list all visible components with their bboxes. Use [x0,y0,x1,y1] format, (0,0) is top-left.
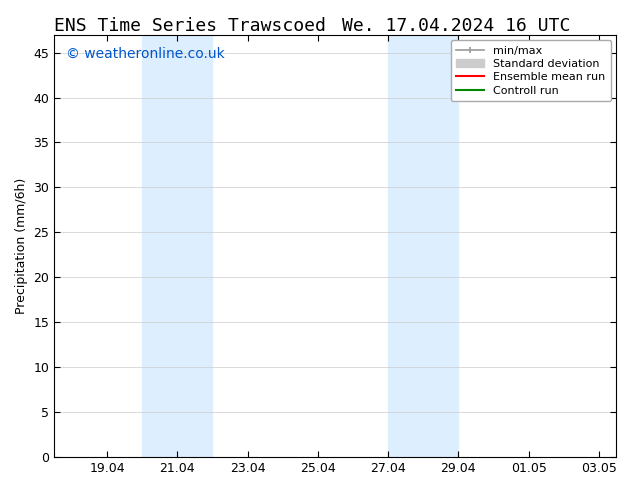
Legend: min/max, Standard deviation, Ensemble mean run, Controll run: min/max, Standard deviation, Ensemble me… [451,40,611,101]
Bar [142,35,212,457]
Y-axis label: Precipitation (mm/6h): Precipitation (mm/6h) [15,178,28,314]
Bar [388,35,458,457]
Text: We. 17.04.2024 16 UTC: We. 17.04.2024 16 UTC [342,17,571,35]
Text: ENS Time Series Trawscoed: ENS Time Series Trawscoed [55,17,326,35]
Text: © weatheronline.co.uk: © weatheronline.co.uk [65,47,224,61]
